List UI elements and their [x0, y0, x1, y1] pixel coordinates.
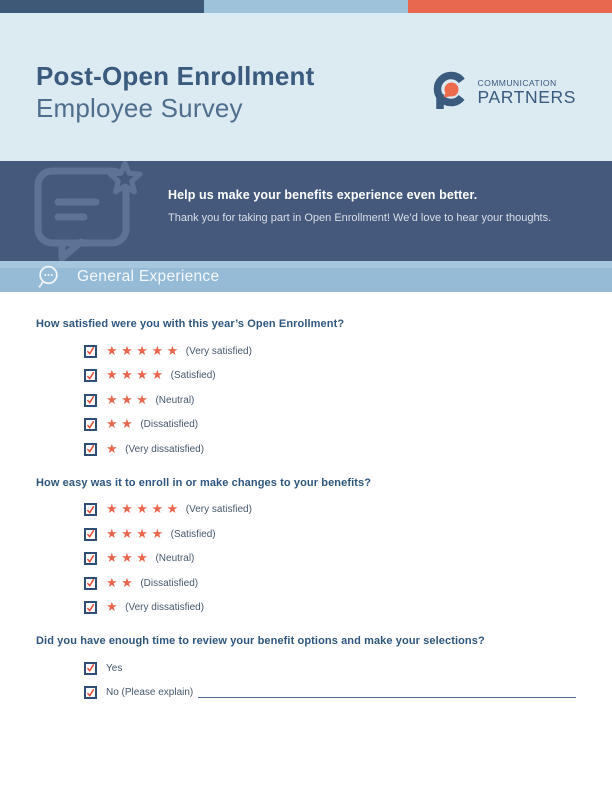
logo-text-partners: PARTNERS — [477, 87, 576, 107]
survey-option-row[interactable]: ★★★★ (Satisfied) — [84, 522, 576, 547]
intro-banner: Help us make your benefits experience ev… — [0, 161, 612, 261]
page-subtitle: Employee Survey — [36, 93, 243, 123]
check-icon — [87, 371, 95, 380]
star-rating: ★ — [106, 600, 122, 616]
check-icon — [87, 420, 95, 429]
survey-option-row[interactable]: ★★★ (Neutral) — [84, 547, 576, 572]
survey-option-row[interactable]: ★★★★ (Satisfied) — [84, 364, 576, 389]
chat-bubble-star-icon — [34, 161, 143, 261]
page-title: Post-Open Enrollment — [36, 61, 315, 91]
question-text: How satisfied were you with this year’s … — [36, 318, 345, 330]
checkbox[interactable] — [84, 344, 97, 358]
options-list: Yes No (Please explain) — [36, 656, 576, 705]
question-block: Did you have enough time to review your … — [36, 635, 576, 705]
star-rating: ★★★★ — [106, 368, 167, 384]
check-icon — [87, 688, 95, 697]
question-block: How easy was it to enroll in or make cha… — [36, 477, 576, 621]
star-rating: ★★★★★ — [106, 502, 182, 518]
checkbox[interactable] — [84, 442, 97, 456]
option-label: (Satisfied) — [170, 370, 216, 382]
accent-segment-orange — [408, 0, 612, 13]
options-list: ★★★★★ (Very satisfied) ★★★★ (Satisfied) ★★★(… — [36, 498, 576, 621]
checkbox[interactable] — [84, 527, 97, 541]
question-text: How easy was it to enroll in or make cha… — [36, 476, 372, 489]
company-logo: COMMUNICATION PARTNERS — [431, 70, 576, 114]
banner-body-text: Thank you for taking part in Open Enroll… — [168, 212, 552, 224]
star-rating: ★★ — [106, 417, 137, 433]
survey-option-row[interactable]: No (Please explain) — [84, 681, 576, 706]
option-label: (Dissatisfied) — [140, 419, 199, 431]
star-rating: ★★★★ — [106, 526, 167, 542]
checkbox[interactable] — [84, 369, 97, 383]
survey-option-row[interactable]: ★★★ (Neutral) — [84, 388, 576, 413]
option-label: (Very satisfied) — [185, 345, 252, 357]
option-label: (Very dissatisfied) — [125, 602, 205, 614]
questions-area: How satisfied were you with this year’s … — [0, 292, 612, 705]
checkbox[interactable] — [84, 552, 97, 566]
logo-text-communication: COMMUNICATION — [477, 78, 557, 88]
chat-ellipsis-icon — [38, 265, 58, 288]
survey-option-row[interactable]: Yes — [84, 656, 576, 681]
survey-option-row[interactable]: ★★ (Dissatisfied) — [84, 571, 576, 596]
option-label: (Dissatisfied) — [140, 577, 199, 589]
option-label: No (Please explain) — [106, 687, 194, 699]
survey-option-row[interactable]: ★★★★★ (Very satisfied) — [84, 498, 576, 523]
star-rating: ★★★ — [106, 392, 152, 408]
option-label: (Neutral) — [155, 394, 195, 406]
star-rating: ★★★ — [106, 551, 152, 567]
logo-mark-icon — [433, 71, 468, 109]
banner-headline: Help us make your benefits experience ev… — [168, 188, 478, 202]
top-accent-bar — [0, 0, 612, 13]
options-list: ★★★★★ (Very satisfied) ★★★★ (Satisfied) ★★★(… — [36, 339, 576, 462]
checkbox[interactable] — [84, 686, 97, 700]
accent-segment-blue — [204, 0, 408, 13]
option-label: (Satisfied) — [170, 528, 216, 540]
check-icon — [87, 347, 95, 356]
checkbox[interactable] — [84, 661, 97, 675]
option-label: (Neutral) — [155, 553, 195, 565]
check-icon — [87, 579, 95, 588]
check-icon — [87, 445, 95, 454]
checkbox[interactable] — [84, 601, 97, 615]
check-icon — [87, 664, 95, 673]
option-label: (Very satisfied) — [185, 504, 252, 516]
section-header-general-experience: General Experience — [0, 261, 612, 292]
star-rating: ★★ — [106, 575, 137, 591]
option-label: Yes — [106, 662, 123, 674]
survey-option-row[interactable]: ★★ (Dissatisfied) — [84, 413, 576, 438]
accent-segment-navy — [0, 0, 204, 13]
star-rating: ★★★★★ — [106, 343, 182, 359]
survey-option-row[interactable]: ★ (Very dissatisfied) — [84, 596, 576, 621]
document-header: Post-Open Enrollment Employee Survey COM… — [0, 13, 612, 161]
check-icon — [87, 603, 95, 612]
option-label: (Very dissatisfied) — [125, 443, 205, 455]
checkbox[interactable] — [84, 418, 97, 432]
checkbox[interactable] — [84, 393, 97, 407]
check-icon — [87, 554, 95, 563]
star-rating: ★ — [106, 441, 122, 457]
explain-write-in-line[interactable] — [198, 687, 576, 699]
section-title: General Experience — [77, 267, 220, 285]
question-text: Did you have enough time to review your … — [36, 635, 485, 647]
checkbox[interactable] — [84, 503, 97, 517]
check-icon — [87, 396, 95, 405]
checkbox[interactable] — [84, 576, 97, 590]
survey-option-row[interactable]: ★ (Very dissatisfied) — [84, 437, 576, 462]
question-block: How satisfied were you with this year’s … — [36, 318, 576, 462]
survey-option-row[interactable]: ★★★★★ (Very satisfied) — [84, 339, 576, 364]
check-icon — [87, 505, 95, 514]
check-icon — [87, 530, 95, 539]
